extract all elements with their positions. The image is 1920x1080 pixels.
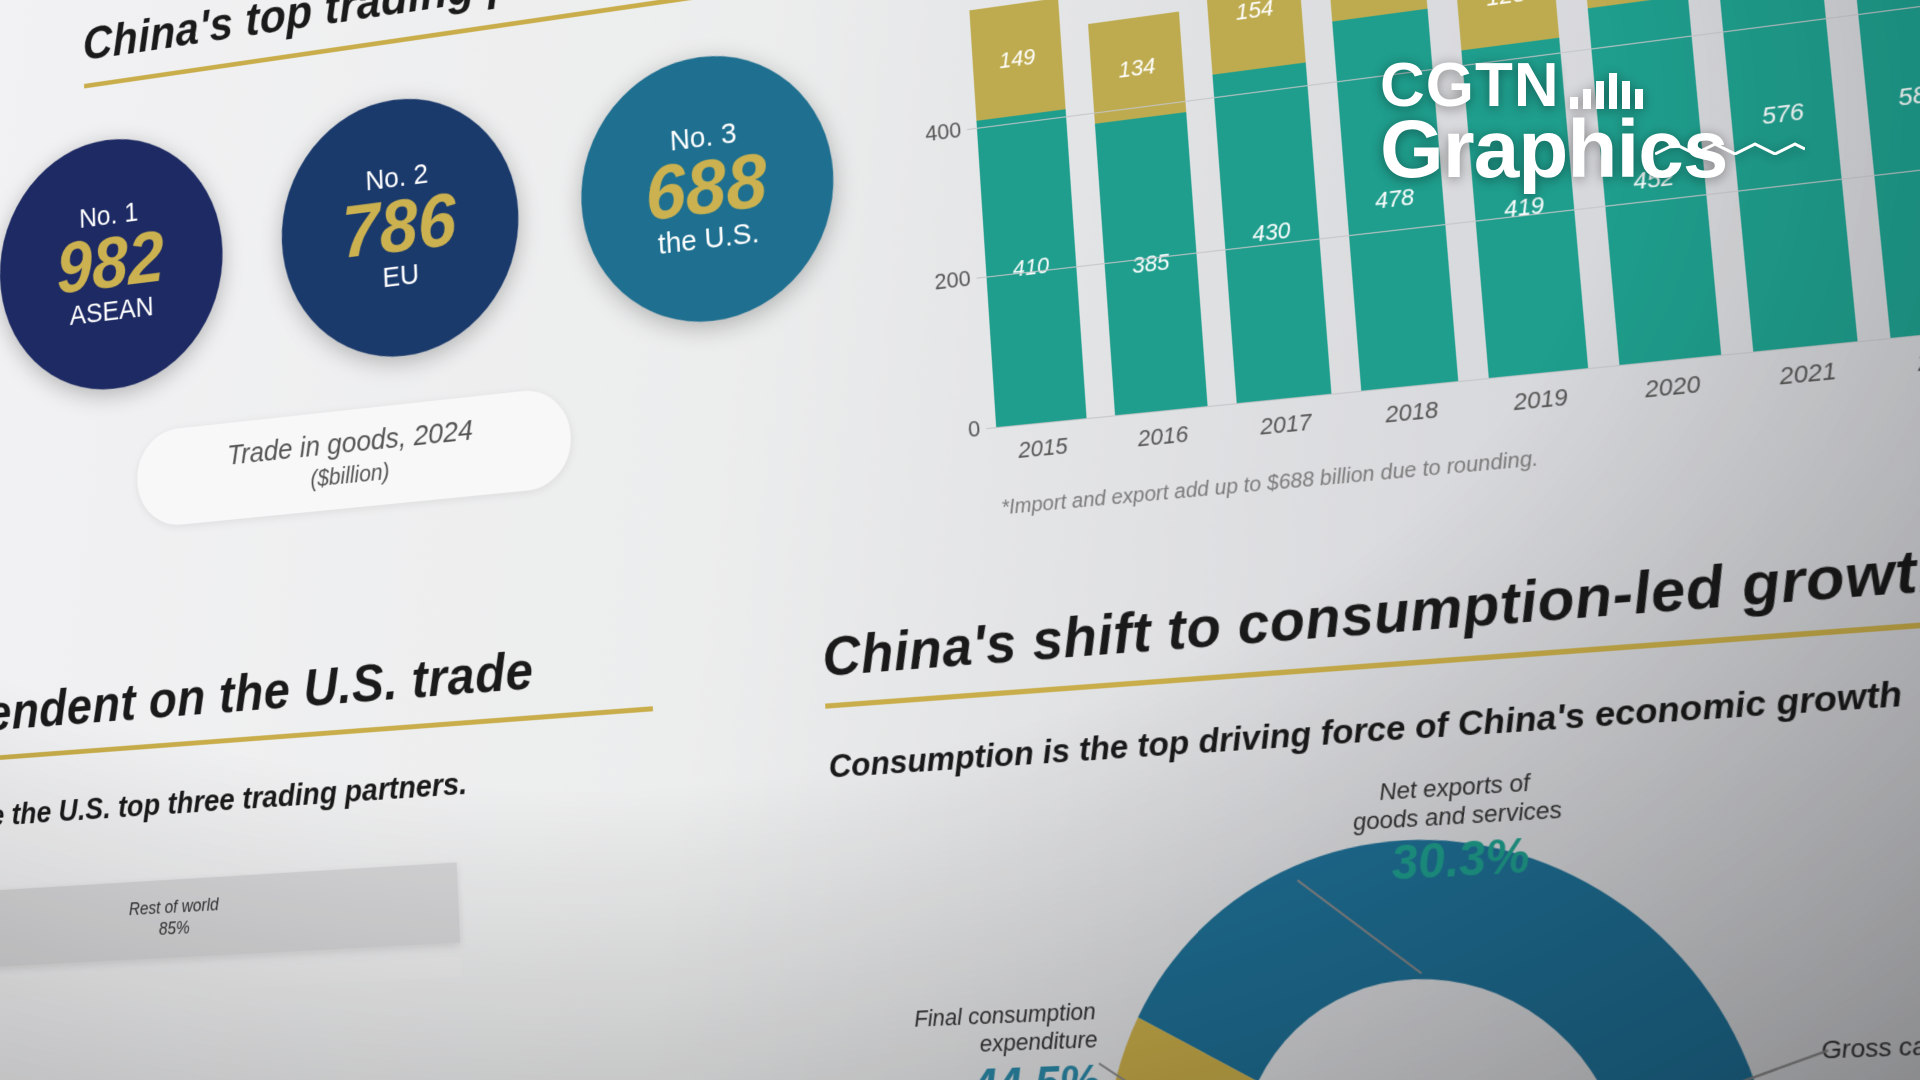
hbar2-rest: [0, 957, 462, 1006]
x-tick-label: 2022: [1880, 340, 1920, 382]
x-tick-label: 2019: [1479, 380, 1603, 420]
partner-circle: No. 1982ASEAN: [0, 124, 227, 401]
partner-circle: No. 3688the U.S.: [575, 40, 841, 335]
less-dependent-title: less dependent on the U.S. trade: [0, 620, 766, 756]
x-tick-label: 2020: [1609, 367, 1736, 407]
consumption-panel: China's shift to consumption-led growth …: [821, 519, 1920, 786]
partner-circles: No. 1982ASEANNo. 2786EUNo. 3688the U.S.: [0, 30, 909, 401]
cgtn-logo: CGTN Graphics: [1380, 50, 1860, 185]
x-tick-label: 2015: [987, 430, 1099, 468]
x-tick-label: 2021: [1743, 353, 1873, 394]
bar-column: 385134: [1088, 11, 1208, 415]
seg-label: Rest of world: [129, 895, 219, 921]
pie-label-gross-capital: Gross capital: [1820, 1025, 1920, 1066]
pie-text: Gross capital: [1820, 1025, 1920, 1066]
trade-caption: Trade in goods, 2024 ($billion): [136, 386, 573, 528]
trading-partners-panel: China's top trading partners No. 1982ASE…: [0, 0, 918, 544]
y-tick-label: 0: [930, 415, 981, 446]
x-tick-label: 2017: [1227, 405, 1345, 444]
pie-label-final-consumption: Final consumption expenditure 44.5%: [833, 998, 1103, 1080]
less-dependent-subtitle: a and China are the U.S. top three tradi…: [0, 744, 771, 846]
trade-value: 786: [340, 181, 457, 269]
bar-column: 430154: [1204, 0, 1332, 403]
exports-hbar-2: [0, 957, 462, 1009]
y-tick-label: 600: [903, 0, 953, 3]
partner-circle: No. 2786EU: [277, 83, 524, 369]
bar-segment-teal: 430: [1212, 62, 1331, 403]
bar-segment-gold: 149: [969, 0, 1065, 120]
bar-column: 410149: [969, 0, 1086, 427]
x-tick-label: 2018: [1352, 393, 1473, 432]
y-tick-label: 400: [912, 117, 962, 149]
partner-name: EU: [382, 258, 420, 295]
pie-label-net-exports: Net exports of goods and services 30.3%: [1312, 764, 1608, 897]
seg-label: 85%: [159, 918, 190, 941]
y-tick-label: 200: [921, 265, 972, 297]
x-tick-label: 2016: [1106, 418, 1221, 456]
rest-of-world-segment: Rest of world 85%: [0, 862, 460, 971]
bar-segment-teal: 385: [1095, 112, 1208, 415]
less-dependent-panel: less dependent on the U.S. trade a and C…: [0, 620, 781, 1008]
logo-roof-icon: [1655, 99, 1805, 113]
